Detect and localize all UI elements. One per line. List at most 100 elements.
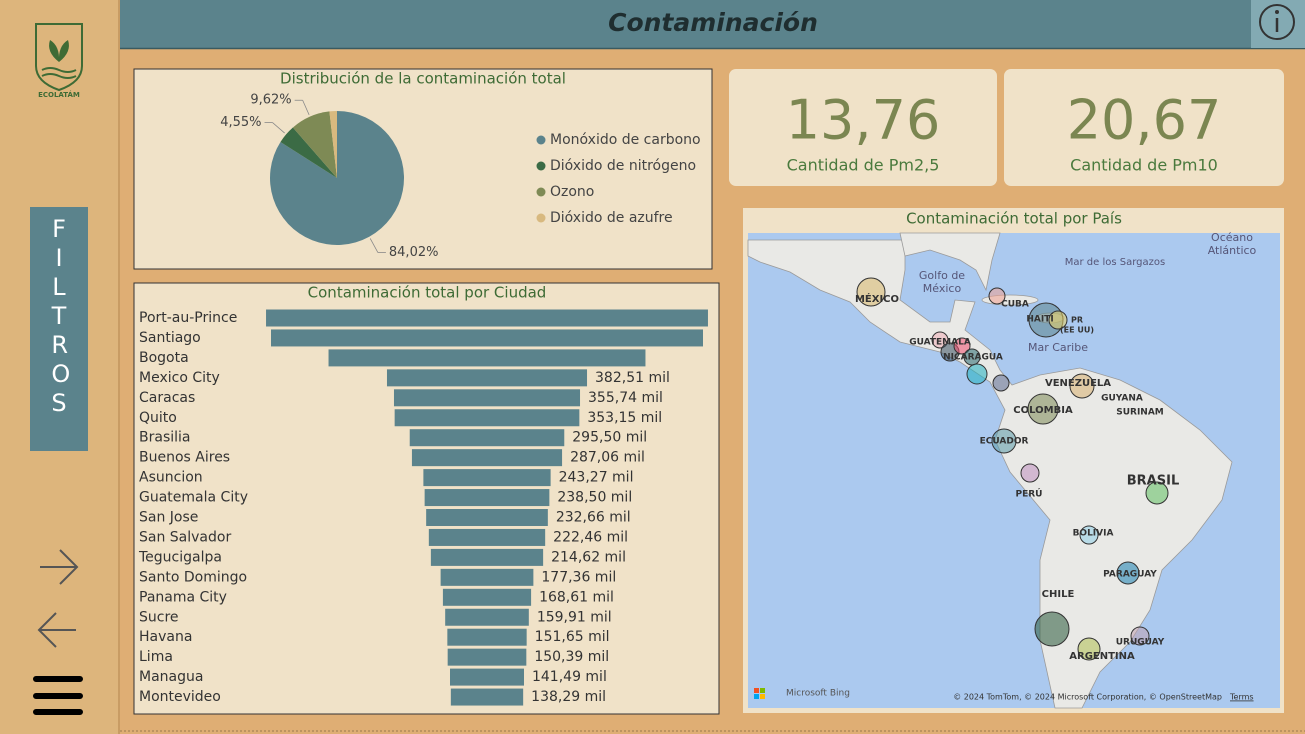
pie-panel xyxy=(133,68,713,270)
category-label: Asuncion xyxy=(139,470,203,486)
map-label: CHILE xyxy=(1042,589,1075,600)
category-label: Sucre xyxy=(139,609,179,625)
pie-slice xyxy=(292,111,337,178)
map-label: SURINAM xyxy=(1116,408,1164,418)
kpi-value: 20,67 xyxy=(1067,89,1222,152)
bing-logo xyxy=(754,688,765,699)
category-label: Guatemala City xyxy=(139,490,248,506)
map-label: CUBA xyxy=(1001,300,1029,310)
map-bubble xyxy=(953,337,971,355)
back-arrow[interactable] xyxy=(37,612,76,648)
map-title: Contaminación total por País xyxy=(906,210,1122,228)
map-label: (EE UU) xyxy=(1060,326,1094,335)
next-arrow[interactable] xyxy=(40,549,79,585)
map-label: Mar de los Sargazos xyxy=(1065,257,1165,268)
map-bubble xyxy=(856,277,886,307)
kpi-card xyxy=(729,69,997,186)
category-label: Caracas xyxy=(139,390,195,406)
value-label: 177,36 mil xyxy=(541,569,616,585)
category-label: Lima xyxy=(139,649,173,665)
map-label: URUGUAY xyxy=(1116,638,1165,648)
value-label: 138,29 mil xyxy=(531,689,606,705)
map-label: PARAGUAY xyxy=(1103,570,1157,580)
map-bubble xyxy=(1034,611,1070,647)
map-bubble xyxy=(1069,373,1095,399)
category-label: Havana xyxy=(139,629,192,645)
legend-label: Dióxido de azufre xyxy=(550,210,673,226)
map-bubble xyxy=(931,331,949,349)
funnel-bar xyxy=(426,509,548,526)
funnel-bar xyxy=(423,469,551,487)
value-label: 232,66 mil xyxy=(556,510,631,526)
pie-value-label: 84,02% xyxy=(389,245,439,260)
value-label: 214,62 mil xyxy=(551,549,626,565)
page-title: Contaminación xyxy=(608,8,818,37)
funnel-bar xyxy=(430,548,544,566)
category-label: Montevideo xyxy=(139,689,221,705)
category-label: Brasilia xyxy=(139,430,190,446)
map-label: PERÚ xyxy=(1016,488,1043,500)
map-land xyxy=(747,232,1233,709)
chart-title: Contaminación total por Ciudad xyxy=(308,284,547,302)
funnel-bar xyxy=(447,628,527,646)
map-bubble xyxy=(1130,626,1150,646)
category-label: Port-au-Prince xyxy=(139,310,237,326)
value-label: 243,27 mil xyxy=(559,470,634,486)
value-label: 151,65 mil xyxy=(535,629,610,645)
map-bubble xyxy=(992,374,1010,392)
funnel-bar xyxy=(386,369,588,387)
map-bubble xyxy=(1079,525,1099,545)
map-label: México xyxy=(923,282,962,295)
funnel-bar xyxy=(428,528,546,546)
info-button[interactable] xyxy=(1259,4,1295,40)
map-bubble xyxy=(988,287,1006,305)
category-label: Panama City xyxy=(139,589,227,605)
map-label: BOLIVIA xyxy=(1073,529,1114,539)
leader-line xyxy=(272,122,285,134)
legend-swatch xyxy=(536,161,546,171)
map-bubble xyxy=(966,363,988,385)
map-label: ECUADOR xyxy=(980,437,1029,447)
legend-label: Dióxido de nitrógeno xyxy=(550,158,696,174)
funnel-bar xyxy=(442,588,532,606)
header-bar xyxy=(120,0,1305,48)
leader-line xyxy=(369,238,379,253)
map-terms[interactable]: Terms xyxy=(1229,693,1254,702)
map-label: Atlántico xyxy=(1208,244,1257,257)
value-label: 222,46 mil xyxy=(553,529,628,545)
map-label: NICARAGUA xyxy=(943,353,1003,363)
map-bubble xyxy=(1027,393,1059,425)
map-label: Golfo de xyxy=(919,269,965,282)
map-label: BRASIL xyxy=(1127,474,1179,489)
legend-swatch xyxy=(536,135,546,145)
menu-button[interactable] xyxy=(33,676,83,715)
legend-swatch xyxy=(536,213,546,223)
filters-button[interactable]: FILTROS xyxy=(30,207,88,451)
kpi-label: Cantidad de Pm2,5 xyxy=(787,156,940,175)
funnel-bar xyxy=(440,568,534,586)
funnel-bar xyxy=(411,449,563,467)
map-label: Mar Caribe xyxy=(1028,341,1088,354)
pie-slice xyxy=(280,127,337,178)
category-label: San Jose xyxy=(139,510,198,526)
filters-label: FILTROS xyxy=(51,215,71,417)
map-bubble xyxy=(1077,637,1101,661)
value-label: 295,50 mil xyxy=(572,430,647,446)
map-label: GUATEMALA xyxy=(909,338,971,348)
category-label: Tegucigalpa xyxy=(138,549,222,565)
map-bubble xyxy=(1145,481,1169,505)
value-label: 287,06 mil xyxy=(570,450,645,466)
pie-value-label: 4,55% xyxy=(220,115,261,130)
kpi-label: Cantidad de Pm10 xyxy=(1070,156,1218,175)
funnel-bar xyxy=(328,349,646,367)
logo: ECOLATÁM xyxy=(35,23,83,99)
legend-label: Ozono xyxy=(550,184,594,200)
map-label: GUYANA xyxy=(1101,394,1143,404)
funnel-bar xyxy=(409,429,565,447)
map-label: COLOMBIA xyxy=(1013,405,1073,416)
funnel-bar xyxy=(447,648,527,666)
map-attribution: © 2024 TomTom, © 2024 Microsoft Corporat… xyxy=(953,693,1222,702)
funnel-bar xyxy=(445,608,529,626)
value-label: 382,51 mil xyxy=(595,370,670,386)
legend-label: Monóxido de carbono xyxy=(550,132,701,148)
